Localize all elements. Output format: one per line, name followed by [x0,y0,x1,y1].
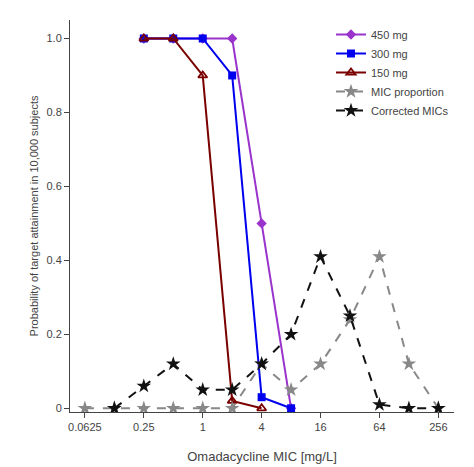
svg-text:64: 64 [373,421,385,433]
svg-text:1.0: 1.0 [47,32,62,44]
svg-text:0.6: 0.6 [47,180,62,192]
svg-text:0.25: 0.25 [133,421,154,433]
svg-text:450 mg: 450 mg [371,29,408,41]
svg-text:Probability of target attainme: Probability of target attainment in 10,0… [28,95,40,336]
svg-text:MIC proportion: MIC proportion [371,86,444,98]
svg-text:0.4: 0.4 [47,254,62,266]
svg-text:0: 0 [56,402,62,414]
svg-text:Omadacycline MIC [mg/L]: Omadacycline MIC [mg/L] [187,449,337,464]
svg-text:256: 256 [429,421,447,433]
svg-text:1: 1 [200,421,206,433]
svg-text:300 mg: 300 mg [371,48,408,60]
svg-text:150 mg: 150 mg [371,67,408,79]
svg-text:0.8: 0.8 [47,106,62,118]
svg-text:16: 16 [314,421,326,433]
svg-text:0.2: 0.2 [47,328,62,340]
svg-text:Corrected MICs: Corrected MICs [371,105,449,117]
svg-text:0.0625: 0.0625 [68,421,102,433]
svg-text:4: 4 [259,421,265,433]
